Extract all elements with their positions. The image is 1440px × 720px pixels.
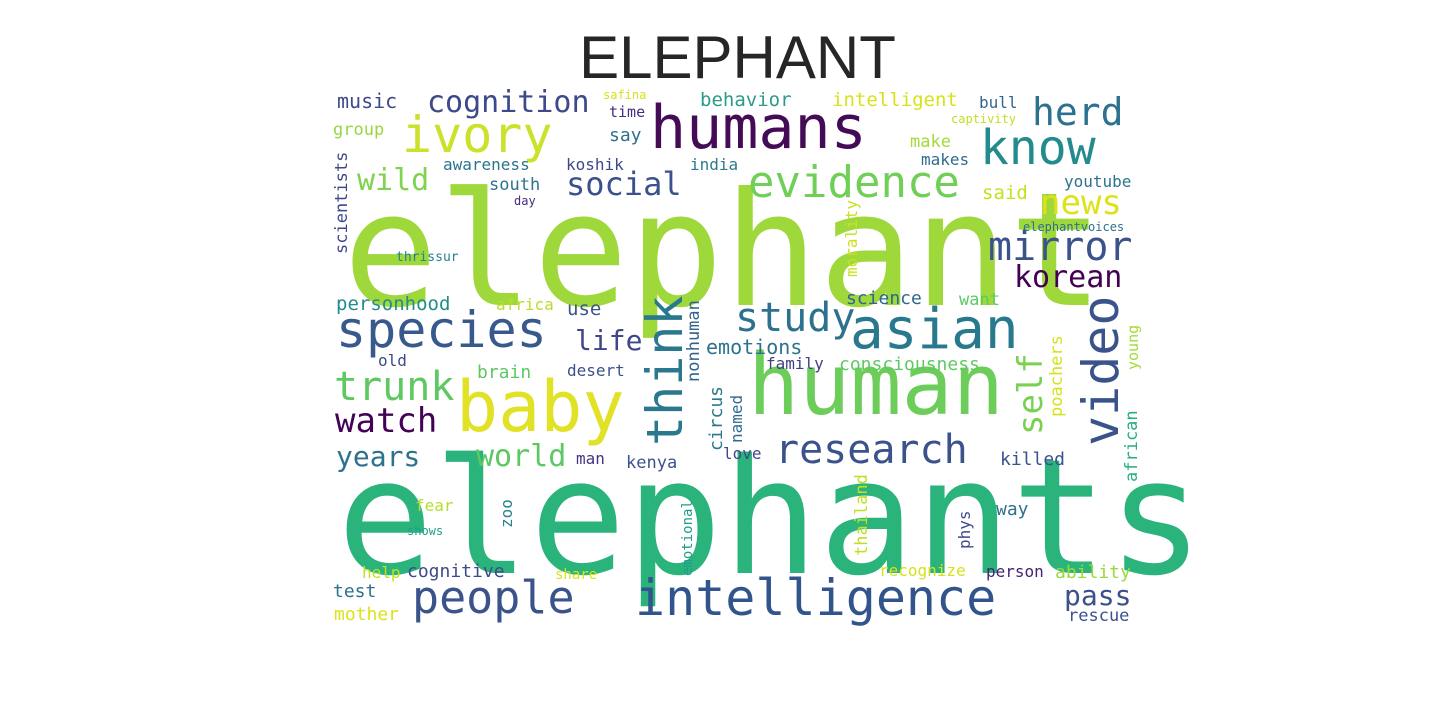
cloud-word-day: day [514,194,536,208]
cloud-word-mirror: mirror [988,224,1133,270]
cloud-word-intelligence: intelligence [635,569,997,627]
cloud-word-named: named [727,394,746,443]
cloud-word-thrissur: thrissur [396,250,459,265]
cloud-word-rescue: rescue [1068,606,1130,626]
cloud-word-elephant: elephant [343,159,1104,343]
cloud-word-killed: killed [1000,449,1066,470]
cloud-word-awareness: awareness [443,155,530,174]
cloud-word-know: know [980,120,1096,176]
cloud-word-research: research [775,427,968,473]
cloud-word-shows: shows [407,524,444,538]
cloud-word-scientists: scientists [332,151,352,254]
cloud-word-phys: phys [955,510,974,549]
cloud-word-trunk: trunk [334,364,455,410]
cloud-word-korean: korean [1014,260,1123,295]
cloud-word-kenya: kenya [626,453,678,473]
cloud-word-bull: bull [979,93,1018,112]
cloud-word-youtube: youtube [1064,172,1132,191]
cloud-word-test: test [333,581,377,602]
cloud-word-evidence: evidence [748,157,960,208]
cloud-word-years: years [336,440,421,473]
cloud-word-ability: ability [1055,562,1131,583]
cloud-word-share: share [555,567,598,583]
cloud-word-man: man [576,449,605,468]
cloud-word-group: group [333,120,385,140]
cloud-word-circus: circus [706,385,727,451]
cloud-word-recognize: recognize [879,561,966,580]
cloud-word-morality: morality [842,199,861,277]
cloud-word-world: world [476,439,567,474]
cloud-word-time: time [609,103,646,121]
cloud-word-video: video [1072,295,1130,446]
cloud-word-consciousness: consciousness [839,354,980,375]
cloud-word-africa: africa [496,295,554,314]
cloud-word-thailand: thailand [852,474,872,556]
cloud-word-india: india [690,155,739,174]
cloud-word-south: south [489,175,541,195]
cloud-word-koshik: koshik [566,155,624,174]
cloud-word-human: human [748,336,1004,435]
cloud-word-asian: asian [850,297,1019,362]
cloud-word-species: species [336,301,547,359]
word-cloud-title: ELEPHANT [579,24,896,91]
cloud-word-mother: mother [334,604,400,625]
cloud-word-herd: herd [1032,90,1124,134]
cloud-word-safina: safina [603,88,647,102]
cloud-word-make: make [910,132,951,152]
cloud-word-ivory: ivory [402,106,553,164]
cloud-word-fear: fear [415,496,454,515]
cloud-word-want: want [959,290,1000,310]
cloud-word-cognitive: cognitive [407,561,505,582]
cloud-word-old: old [378,351,407,370]
cloud-word-behavior: behavior [700,89,792,111]
cloud-word-makes: makes [921,150,970,169]
cloud-word-news: news [1040,183,1122,223]
cloud-word-science: science [846,288,922,309]
cloud-word-say: say [609,125,642,146]
cloud-word-music: music [337,89,398,113]
cloud-word-love: love [723,444,762,463]
cloud-word-use: use [567,298,602,320]
cloud-word-nonhuman: nonhuman [684,300,704,382]
cloud-word-self: self [1011,353,1051,435]
cloud-word-emotional: emotional [680,500,696,576]
cloud-word-captivity: captivity [951,112,1017,126]
cloud-word-help: help [362,563,401,582]
cloud-word-people: people [412,571,575,624]
cloud-word-wild: wild [357,163,430,198]
cloud-word-study: study [735,295,856,341]
cloud-word-social: social [566,165,682,203]
cloud-word-intelligent: intelligent [832,89,958,111]
cloud-word-person: person [986,562,1044,581]
cloud-word-brain: brain [477,362,532,383]
cloud-word-desert: desert [567,361,625,380]
cloud-word-african: african [1122,410,1142,482]
cloud-word-humans: humans [650,93,867,163]
cloud-word-life: life [575,324,643,357]
cloud-word-watch: watch [335,401,438,441]
cloud-word-zoo: zoo [497,499,516,528]
cloud-word-elephants: elephants [337,424,1204,611]
cloud-word-pass: pass [1064,579,1132,612]
cloud-word-elephantvoices: elephantvoices [1023,220,1125,234]
cloud-word-baby: baby [456,366,625,448]
cloud-word-said: said [982,182,1028,204]
cloud-word-way: way [996,499,1029,520]
cloud-word-cognition: cognition [427,85,590,120]
cloud-word-poachers: poachers [1047,335,1067,417]
cloud-word-young: young [1124,324,1142,370]
cloud-word-emotions: emotions [706,335,803,359]
cloud-word-family: family [766,354,824,373]
cloud-word-personhood: personhood [336,293,451,315]
cloud-word-think: think [636,295,694,446]
